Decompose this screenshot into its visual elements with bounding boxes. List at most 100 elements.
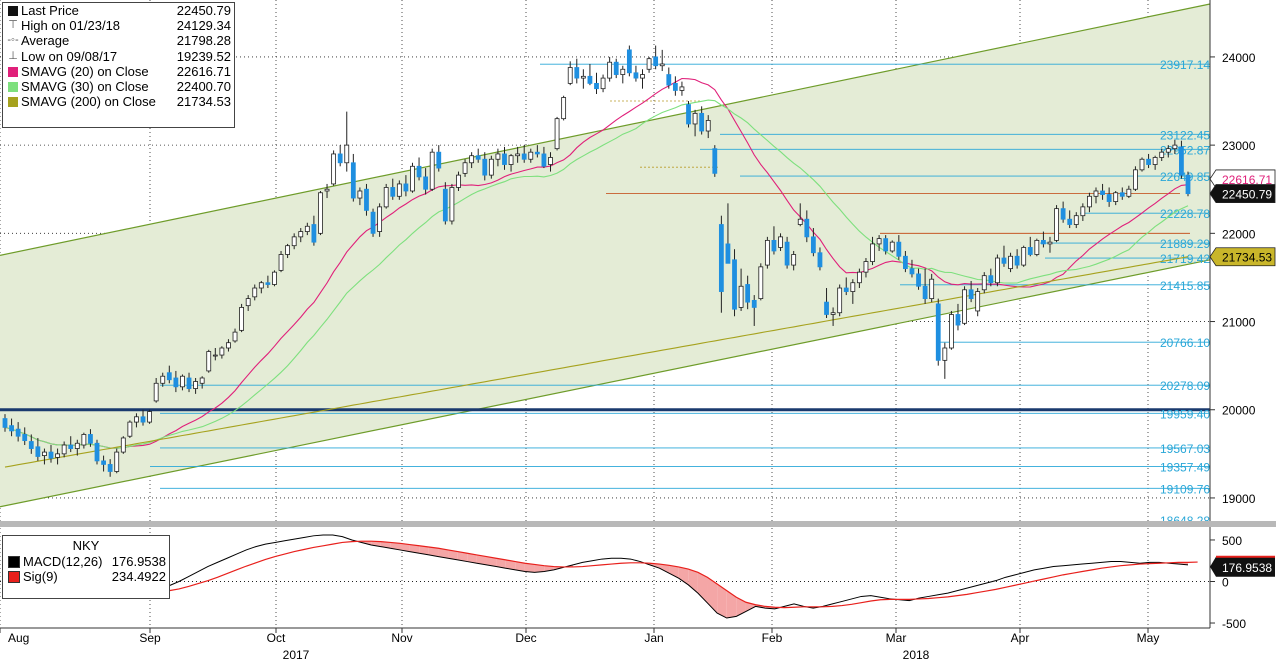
candle-body — [626, 49, 632, 74]
candle-body — [837, 287, 843, 314]
level-label: 19567.03 — [1160, 442, 1210, 456]
candle — [922, 268, 928, 304]
candle — [410, 162, 415, 193]
candle — [1087, 192, 1092, 213]
candle — [160, 372, 166, 387]
candle-body — [587, 75, 593, 84]
candle-body — [42, 451, 47, 457]
candle — [68, 436, 74, 453]
candle-body — [889, 241, 895, 252]
month-label: Sep — [139, 631, 161, 645]
candle-body — [646, 58, 652, 70]
candle-body — [416, 165, 422, 178]
candle-body — [245, 298, 251, 307]
candle — [995, 254, 1000, 287]
candle-body — [456, 174, 461, 188]
candle-body — [797, 218, 803, 225]
macd-histogram-fill — [726, 590, 737, 619]
month-label: Dec — [515, 631, 536, 645]
candle-body — [929, 278, 935, 300]
candle — [1159, 148, 1165, 162]
year-label: 2018 — [903, 648, 930, 659]
last-price-tag — [1209, 184, 1276, 203]
month-label: Jan — [644, 631, 663, 645]
candle — [659, 49, 665, 72]
candle-body — [396, 183, 402, 197]
candle-body — [745, 284, 751, 303]
candle-body — [830, 312, 836, 315]
candle-body — [199, 377, 205, 384]
candle — [528, 148, 534, 163]
candle — [640, 69, 645, 89]
candle-body — [193, 381, 198, 389]
candle-body — [1054, 208, 1059, 241]
candle — [1041, 231, 1046, 248]
candle — [771, 226, 777, 255]
candle-body — [304, 225, 310, 232]
candle — [600, 74, 606, 93]
candle-body — [935, 303, 941, 361]
candle — [127, 420, 133, 438]
candle-body — [9, 425, 14, 432]
candle-body — [580, 75, 586, 79]
candle — [902, 250, 908, 273]
candle — [679, 81, 685, 96]
candle-body — [403, 183, 409, 192]
channel-upper — [0, 3, 1211, 256]
candle — [778, 233, 783, 251]
candle-body — [449, 187, 455, 222]
candle — [515, 146, 521, 163]
legend-swatch — [8, 97, 18, 108]
legend-value: 24129.34 — [176, 18, 231, 34]
candle — [462, 159, 468, 177]
legend-label: High on 01/23/18 — [21, 18, 121, 34]
candle-body — [383, 187, 389, 208]
candle-body — [1172, 144, 1178, 150]
candle-body — [1021, 247, 1027, 266]
candle — [1001, 245, 1007, 267]
candle — [712, 145, 718, 177]
candle — [896, 235, 902, 260]
sma200-tag-label: 21734.53 — [1222, 251, 1272, 265]
candle-body — [942, 347, 948, 361]
candle-body — [22, 434, 28, 442]
candle-body — [127, 421, 133, 437]
candle-body — [902, 255, 908, 270]
candle-body — [364, 188, 369, 211]
macd-histogram-fill — [496, 558, 506, 569]
candle-body — [1106, 194, 1112, 202]
candle — [1014, 249, 1020, 269]
candle — [1080, 203, 1086, 221]
candle-body — [804, 218, 810, 238]
candle — [784, 236, 790, 269]
legend-label: Last Price — [21, 3, 79, 18]
legend-glyph-icon: -◦- — [7, 34, 19, 47]
candle-body — [258, 282, 264, 289]
candle-body — [482, 158, 488, 176]
month-label: Nov — [391, 631, 412, 645]
candle — [646, 56, 652, 73]
candle — [534, 145, 540, 158]
candle-body — [2, 418, 8, 428]
macd-histogram-fill — [707, 577, 718, 614]
candle-body — [357, 190, 363, 199]
candle-body — [1139, 158, 1145, 171]
macd-last-label: 176.9538 — [1222, 561, 1272, 575]
candle-body — [771, 239, 777, 252]
candle — [856, 268, 862, 289]
candle-body — [778, 236, 783, 248]
candle — [889, 240, 895, 253]
candle — [495, 148, 501, 167]
candle-body — [344, 144, 350, 164]
candle-body — [672, 82, 678, 91]
candle — [74, 439, 80, 456]
candle-body — [916, 273, 921, 287]
candle-body — [120, 437, 126, 453]
candle — [370, 208, 376, 237]
macd-histogram-fill — [534, 564, 545, 573]
candle-body — [824, 301, 829, 315]
macd-histogram-fill — [390, 542, 400, 550]
legend-row: ⊤ High on 01/23/18 24129.34 — [3, 18, 234, 33]
candle — [61, 441, 67, 458]
month-label: Feb — [762, 631, 783, 645]
